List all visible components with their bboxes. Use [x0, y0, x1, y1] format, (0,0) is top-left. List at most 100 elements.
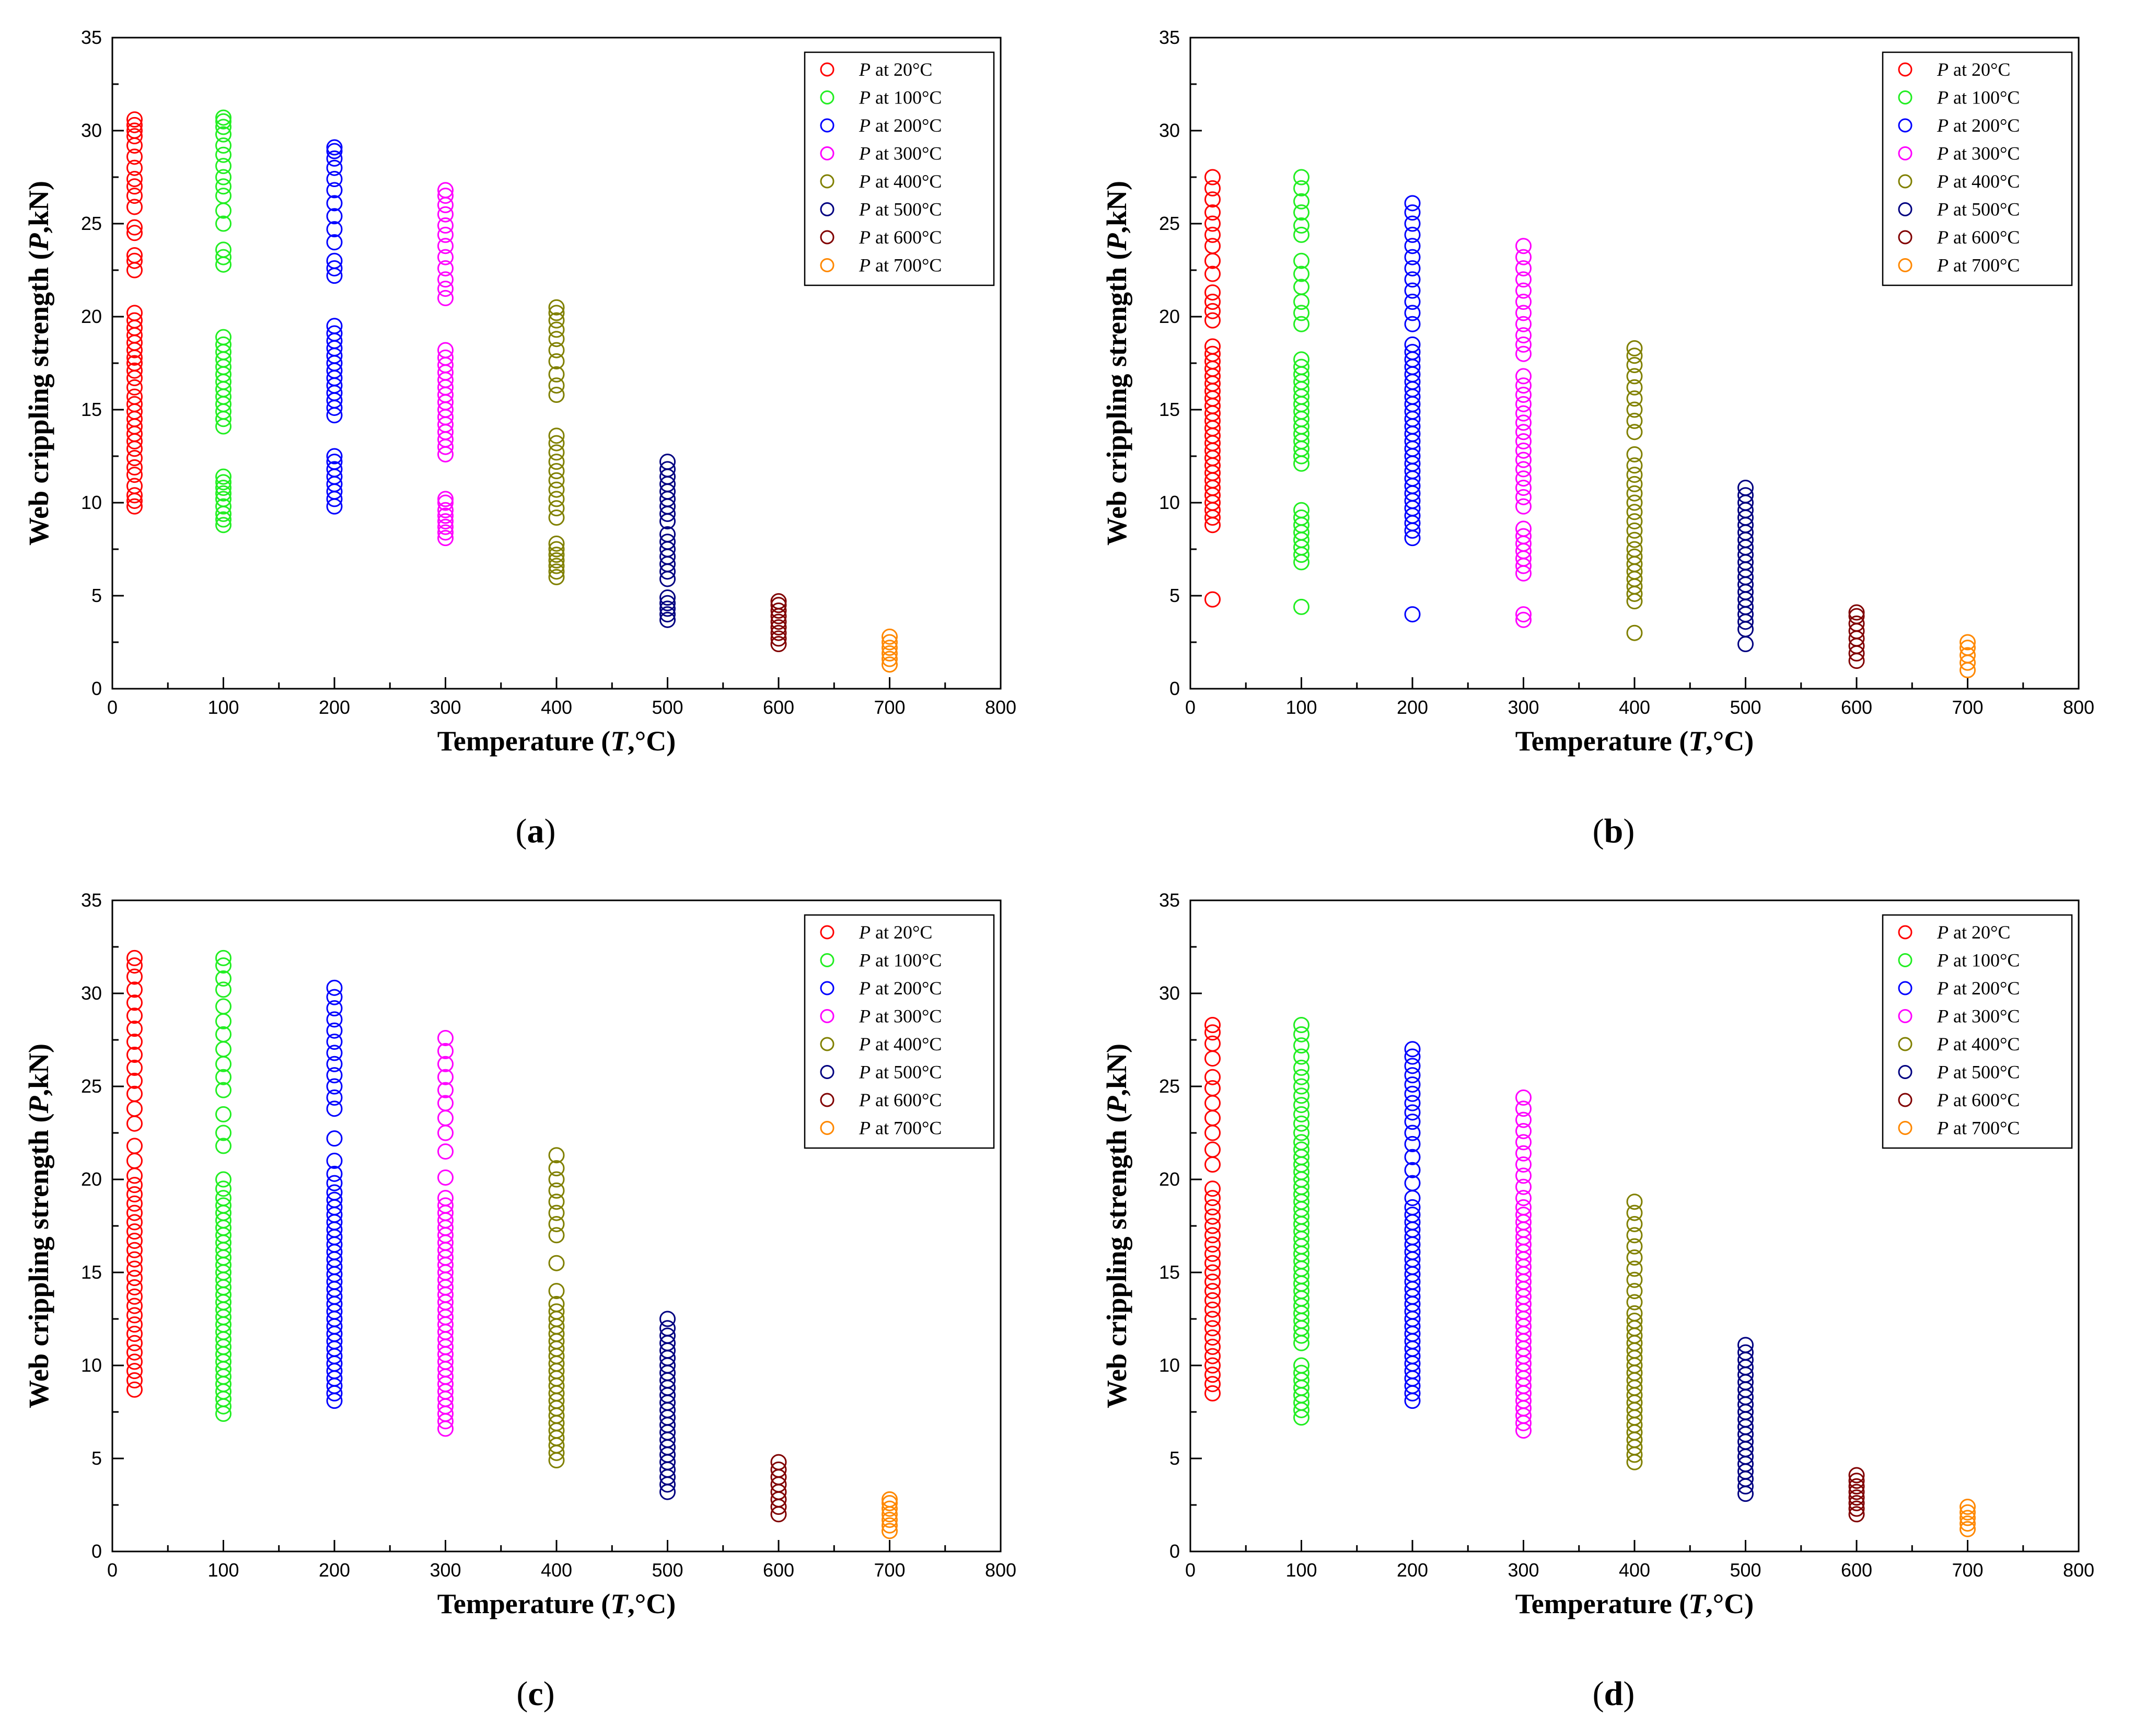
data-point — [1204, 1141, 1221, 1158]
legend-label: P at 600°C — [1937, 227, 2020, 248]
data-point — [326, 1184, 343, 1201]
data-point — [1626, 467, 1643, 483]
data-point — [1515, 396, 1532, 412]
data-point — [548, 1204, 565, 1221]
data-point — [882, 645, 898, 662]
legend-marker — [1898, 953, 1912, 967]
data-point — [326, 195, 343, 212]
data-point — [1960, 1499, 1976, 1515]
x-tick-label: 400 — [1619, 697, 1650, 718]
data-point — [215, 1197, 231, 1214]
data-point — [1204, 1311, 1221, 1327]
data-point — [1204, 1156, 1221, 1173]
data-point — [1293, 226, 1309, 243]
data-point — [659, 454, 676, 470]
data-point — [126, 957, 143, 974]
data-point — [1515, 461, 1532, 478]
x-tick-label: 600 — [763, 697, 794, 718]
data-point — [1204, 303, 1221, 319]
data-point — [126, 1372, 143, 1388]
data-point — [126, 1335, 143, 1351]
y-tick-label: 25 — [1159, 1075, 1180, 1097]
data-point — [1204, 1329, 1221, 1346]
data-point — [126, 305, 143, 321]
data-point — [326, 1130, 343, 1147]
legend-label: P at 100°C — [859, 950, 942, 971]
series-400 — [548, 299, 565, 585]
series-500 — [659, 454, 676, 628]
data-point — [326, 1000, 343, 1016]
x-tick-label: 200 — [319, 697, 350, 718]
data-point — [1404, 1058, 1421, 1074]
data-point — [548, 454, 565, 470]
data-point — [882, 628, 898, 645]
data-point — [1404, 1207, 1421, 1223]
data-point — [1204, 1180, 1221, 1197]
data-point — [1204, 1017, 1221, 1034]
legend-marker — [1898, 230, 1912, 245]
data-point — [548, 342, 565, 358]
data-point — [215, 169, 231, 186]
data-point — [126, 396, 143, 412]
data-point — [126, 487, 143, 504]
data-point — [1293, 169, 1309, 186]
y-tick-label: 5 — [91, 1447, 102, 1469]
data-point — [1626, 522, 1643, 539]
data-point — [326, 139, 343, 156]
x-tick-label: 0 — [107, 697, 118, 718]
data-point — [326, 1045, 343, 1061]
data-point — [215, 1138, 231, 1154]
data-point — [215, 949, 231, 966]
data-point — [1960, 647, 1976, 664]
legend-label: P at 300°C — [1937, 143, 2020, 164]
data-point — [1293, 1048, 1309, 1065]
data-point — [126, 968, 143, 985]
data-point — [1204, 180, 1221, 196]
data-point — [126, 362, 143, 379]
legend-label: P at 700°C — [859, 255, 942, 276]
data-point — [1204, 294, 1221, 310]
data-point — [1515, 316, 1532, 332]
legend-label: P at 600°C — [859, 227, 942, 248]
data-point — [126, 355, 143, 372]
data-point — [1204, 191, 1221, 208]
data-point — [126, 1195, 143, 1212]
series-20 — [126, 111, 143, 515]
data-point — [1404, 204, 1421, 221]
legend-label: P at 200°C — [1937, 115, 2020, 136]
data-point — [126, 1381, 143, 1398]
data-point — [1515, 377, 1532, 394]
data-point — [437, 342, 454, 358]
data-point — [126, 312, 143, 329]
data-point — [126, 1363, 143, 1380]
data-point — [1293, 1026, 1309, 1042]
data-point — [1204, 215, 1221, 232]
data-point — [548, 1296, 565, 1313]
data-point — [126, 1072, 143, 1089]
data-point — [1293, 305, 1309, 321]
legend-label: P at 100°C — [1937, 87, 2020, 108]
data-point — [437, 217, 454, 234]
data-point — [126, 1138, 143, 1154]
data-point — [1204, 284, 1221, 301]
data-point — [437, 226, 454, 243]
data-point — [126, 252, 143, 269]
data-point — [326, 1101, 343, 1117]
series-100 — [1293, 169, 1309, 615]
data-point — [1293, 1097, 1309, 1114]
data-point — [437, 1190, 454, 1207]
data-point — [1626, 1215, 1643, 1232]
data-point — [437, 513, 454, 530]
series-500 — [659, 1311, 676, 1500]
data-point — [215, 146, 231, 163]
legend-label: P at 500°C — [859, 199, 942, 220]
y-tick-label: 35 — [81, 889, 102, 911]
x-tick-label: 200 — [319, 1559, 350, 1581]
data-point — [1515, 489, 1532, 505]
data-point — [1515, 282, 1532, 299]
legend-label: P at 400°C — [1937, 1034, 2020, 1055]
x-axis-title: Temperature (T,°C) — [1515, 725, 1754, 757]
data-point — [1626, 457, 1643, 474]
series-300 — [437, 182, 454, 547]
data-point — [326, 1078, 343, 1095]
